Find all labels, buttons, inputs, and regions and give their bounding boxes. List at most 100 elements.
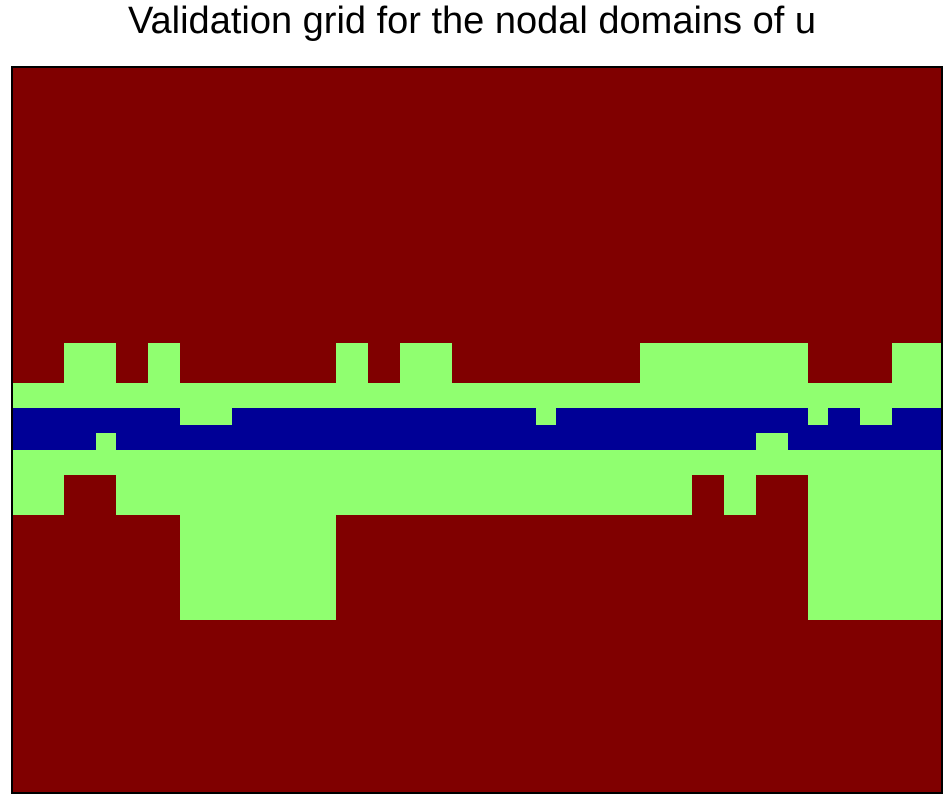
- domain-cell: [12, 343, 65, 384]
- interior-cell: [828, 433, 861, 451]
- domain-cell: [692, 620, 725, 794]
- boundary-cell: [96, 383, 117, 409]
- boundary-cell: [536, 408, 557, 426]
- domain-cell: [180, 343, 233, 384]
- interior-cell: [788, 408, 809, 426]
- domain-cell: [232, 67, 265, 344]
- interior-cell: [336, 425, 369, 434]
- domain-cell: [788, 620, 809, 794]
- domain-cell: [116, 67, 149, 344]
- boundary-cell: [756, 383, 789, 409]
- interior-cell: [148, 425, 181, 434]
- boundary-cell: [64, 450, 97, 476]
- domain-cell: [64, 67, 97, 344]
- boundary-cell: [892, 343, 943, 384]
- boundary-cell: [828, 475, 861, 516]
- domain-cell: [232, 620, 265, 794]
- domain-cell: [756, 620, 789, 794]
- boundary-cell: [788, 383, 809, 409]
- boundary-cell: [892, 475, 943, 516]
- domain-cell: [400, 515, 453, 621]
- boundary-cell: [504, 450, 537, 476]
- interior-cell: [368, 425, 401, 434]
- domain-cell: [724, 515, 757, 621]
- domain-cell: [504, 515, 537, 621]
- boundary-cell: [808, 450, 829, 476]
- boundary-cell: [724, 343, 757, 384]
- interior-cell: [892, 408, 943, 426]
- boundary-cell: [148, 343, 181, 384]
- domain-cell: [788, 67, 809, 344]
- boundary-cell: [692, 450, 725, 476]
- domain-cell: [180, 67, 233, 344]
- heatmap-cells: [12, 67, 943, 794]
- domain-cell: [724, 67, 757, 344]
- boundary-cell: [232, 475, 265, 516]
- boundary-cell: [180, 515, 233, 621]
- domain-cell: [64, 475, 97, 516]
- boundary-cell: [116, 450, 149, 476]
- boundary-cell: [232, 383, 265, 409]
- interior-cell: [808, 425, 829, 434]
- domain-cell: [116, 515, 149, 621]
- boundary-cell: [536, 450, 557, 476]
- boundary-cell: [148, 475, 181, 516]
- interior-cell: [452, 425, 505, 434]
- interior-cell: [640, 433, 693, 451]
- boundary-cell: [828, 450, 861, 476]
- domain-cell: [12, 67, 65, 344]
- domain-cell: [264, 67, 337, 344]
- boundary-cell: [640, 343, 693, 384]
- interior-cell: [148, 433, 181, 451]
- boundary-cell: [96, 343, 117, 384]
- domain-cell: [860, 343, 893, 384]
- domain-cell: [808, 343, 829, 384]
- boundary-cell: [692, 343, 725, 384]
- boundary-cell: [828, 383, 861, 409]
- interior-cell: [96, 425, 117, 434]
- interior-cell: [12, 425, 65, 434]
- domain-cell: [148, 620, 181, 794]
- boundary-cell: [556, 450, 641, 476]
- boundary-cell: [556, 475, 641, 516]
- domain-cell: [640, 67, 693, 344]
- domain-cell: [828, 67, 861, 344]
- boundary-cell: [860, 515, 893, 621]
- boundary-cell: [12, 383, 65, 409]
- boundary-cell: [756, 343, 789, 384]
- interior-cell: [860, 433, 893, 451]
- domain-cell: [556, 620, 641, 794]
- interior-cell: [64, 433, 97, 451]
- domain-cell: [892, 620, 943, 794]
- interior-cell: [788, 433, 809, 451]
- boundary-cell: [860, 408, 893, 426]
- interior-cell: [400, 433, 453, 451]
- boundary-cell: [452, 450, 505, 476]
- boundary-cell: [892, 450, 943, 476]
- interior-cell: [504, 433, 537, 451]
- boundary-cell: [12, 475, 65, 516]
- domain-cell: [116, 343, 149, 384]
- domain-cell: [96, 620, 117, 794]
- domain-cell: [788, 475, 809, 516]
- domain-cell: [452, 67, 505, 344]
- boundary-cell: [808, 408, 829, 426]
- domain-cell: [692, 515, 725, 621]
- interior-cell: [116, 433, 149, 451]
- interior-cell: [692, 433, 725, 451]
- boundary-cell: [180, 475, 233, 516]
- boundary-cell: [148, 450, 181, 476]
- interior-cell: [336, 433, 369, 451]
- interior-cell: [640, 408, 693, 426]
- interior-cell: [692, 408, 725, 426]
- domain-cell: [148, 67, 181, 344]
- domain-cell: [148, 515, 181, 621]
- interior-cell: [232, 408, 265, 426]
- domain-cell: [504, 343, 537, 384]
- interior-cell: [180, 425, 233, 434]
- interior-cell: [232, 425, 265, 434]
- boundary-cell: [808, 475, 829, 516]
- boundary-cell: [860, 475, 893, 516]
- domain-cell: [400, 620, 453, 794]
- domain-cell: [640, 515, 693, 621]
